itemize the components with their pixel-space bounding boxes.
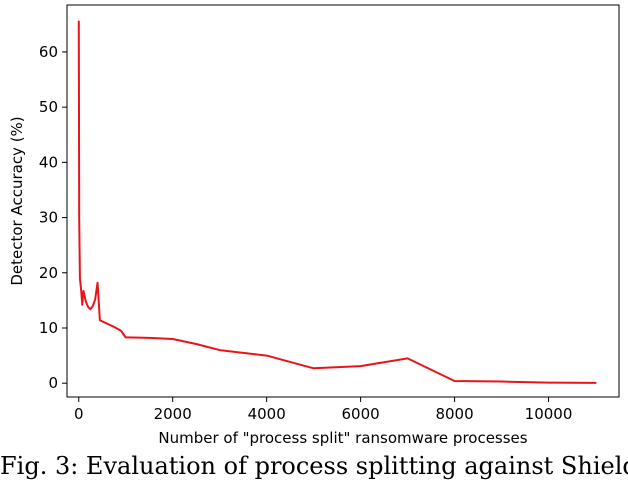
accuracy-series-line bbox=[77, 20, 597, 384]
x-tick-label: 8000 bbox=[435, 405, 473, 423]
y-tick-label: 60 bbox=[39, 43, 58, 61]
x-tick-label: 6000 bbox=[342, 405, 380, 423]
x-tick-label: 0 bbox=[74, 405, 84, 423]
figure-caption: Fig. 3: Evaluation of process splitting … bbox=[0, 452, 628, 480]
y-tick-label: 40 bbox=[39, 153, 58, 171]
x-axis-ticks: 0 2000 4000 6000 8000 10000 bbox=[74, 397, 572, 423]
y-axis-label: Detector Accuracy (%) bbox=[8, 116, 26, 285]
x-axis-label: Number of "process split" ransomware pro… bbox=[158, 429, 527, 447]
x-tick-label: 4000 bbox=[248, 405, 286, 423]
y-tick-label: 10 bbox=[39, 319, 58, 337]
y-tick-label: 30 bbox=[39, 209, 58, 227]
x-tick-label: 10000 bbox=[525, 405, 573, 423]
y-tick-label: 50 bbox=[39, 98, 58, 116]
plot-frame bbox=[66, 4, 620, 398]
x-tick-label: 2000 bbox=[154, 405, 192, 423]
y-tick-label: 0 bbox=[48, 374, 58, 392]
y-axis-ticks: 0 10 20 30 40 50 60 bbox=[39, 43, 67, 392]
y-tick-label: 20 bbox=[39, 264, 58, 282]
